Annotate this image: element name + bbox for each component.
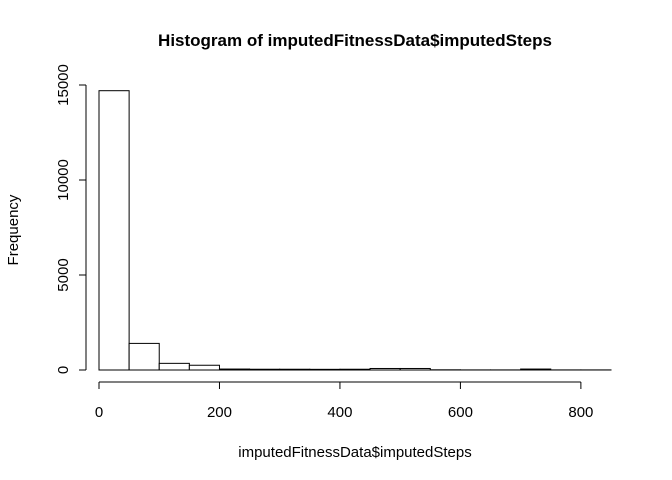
histogram-bar: [399, 367, 431, 371]
x-tick-label: 200: [207, 404, 232, 421]
y-tick-label: 15000: [55, 64, 72, 106]
x-tick-label: 800: [568, 404, 593, 421]
bars-group: [98, 90, 612, 371]
histogram-bar: [98, 90, 130, 371]
x-tick-label: 0: [95, 404, 103, 421]
x-tick-label: 600: [448, 404, 473, 421]
histogram-bar: [218, 368, 251, 371]
histogram-bar: [309, 368, 341, 371]
x-axis: 0 200 400 600 800: [95, 381, 593, 421]
y-tick-label: 10000: [55, 159, 72, 201]
histogram-bar: [188, 364, 220, 371]
x-tick-label: 400: [327, 404, 352, 421]
histogram-bar: [128, 342, 160, 371]
y-axis-label: Frequency: [5, 194, 22, 265]
histogram-bar: [158, 362, 190, 371]
chart-title: Histogram of imputedFitnessData$imputedS…: [158, 31, 552, 50]
histogram-bar: [279, 368, 311, 371]
y-tick-label: 5000: [55, 258, 72, 291]
histogram-bar: [369, 367, 401, 371]
x-axis-label: imputedFitnessData$imputedSteps: [238, 444, 471, 461]
histogram-bar: [249, 368, 281, 371]
y-axis: 0 5000 10000 15000: [55, 64, 87, 374]
y-tick-label: 0: [55, 366, 72, 374]
histogram-bar: [520, 368, 552, 371]
histogram-bar: [339, 368, 371, 371]
